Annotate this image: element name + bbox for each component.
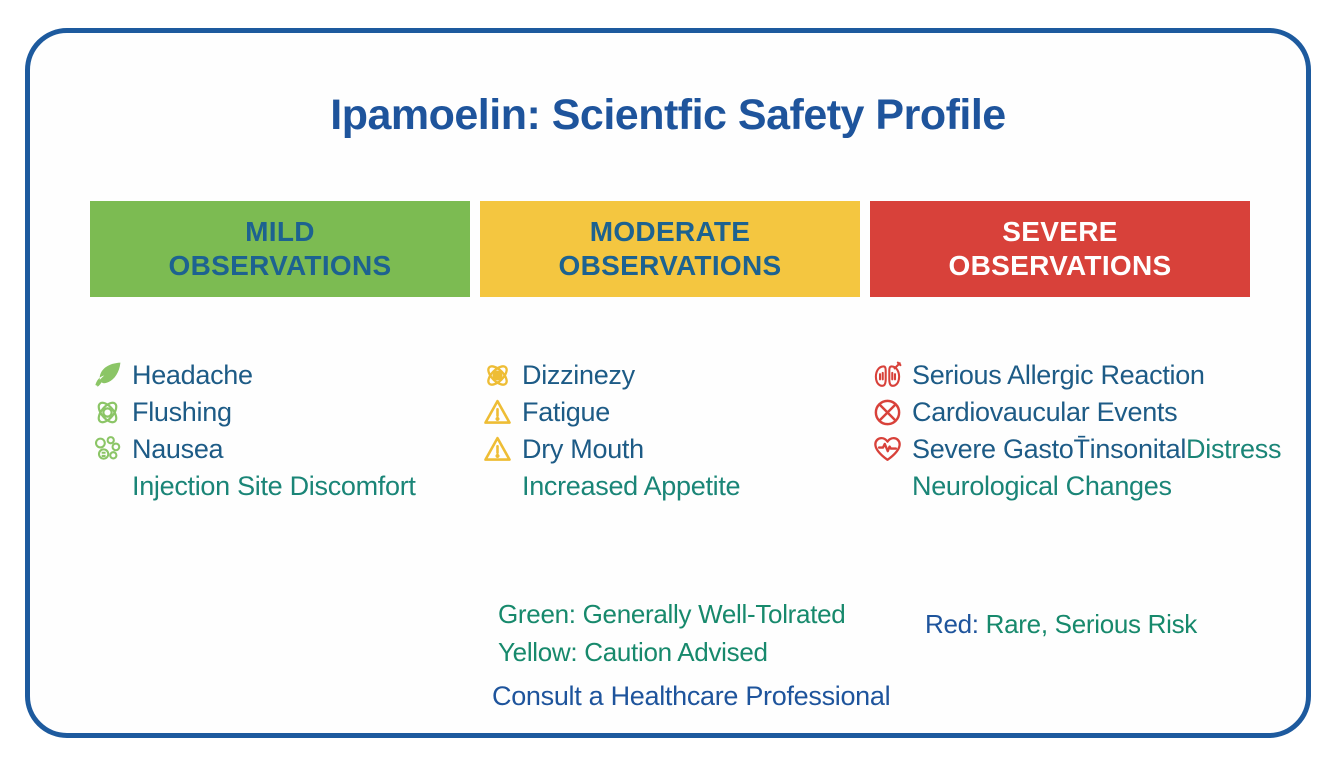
list-item: Headache [92, 357, 512, 394]
list-item: Neurological Changes [872, 468, 1292, 505]
column-severe: SEVERE OBSERVATIONS [870, 201, 1250, 297]
legend-text: Green: Generally Well-Tolrated [498, 599, 846, 629]
observation-label: Neurological Changes [912, 471, 1172, 501]
warning-triangle-icon [482, 434, 522, 465]
legend-text: Rare, Serious Risk [978, 609, 1198, 639]
heart-pulse-icon [872, 434, 912, 465]
warning-triangle-icon [482, 397, 522, 428]
legend-text: Yellow: Caution Advised [498, 637, 768, 667]
column-header-line2: OBSERVATIONS [168, 250, 392, 281]
list-item: Fatigue [482, 394, 902, 431]
list-item: Severe GastoT̄insonital Distress [872, 431, 1292, 468]
list-item: Injection Site Discomfort [92, 468, 512, 505]
list-item: Cardiovaucular Events [872, 394, 1292, 431]
column-header-line2: OBSERVATIONS [948, 250, 1172, 281]
observation-label: Distress [1186, 434, 1282, 464]
crossed-circle-icon [872, 397, 912, 428]
color-legend-right: Red: Rare, Serious Risk [925, 609, 1197, 640]
consult-note: Consult a Healthcare Professional [492, 681, 891, 711]
observation-label: Dry Mouth [522, 434, 644, 464]
column-header-moderate: MODERATE OBSERVATIONS [480, 201, 860, 297]
severe-items-list: Serious Allergic Reaction Cardiovaucular … [872, 357, 1292, 505]
column-header-line1: SEVERE [1002, 215, 1118, 247]
observation-label: Severe GastoT̄insonital [912, 434, 1187, 464]
list-item: Nausea [92, 431, 512, 468]
list-item: Dry Mouth [482, 431, 902, 468]
legend-line: Green: Generally Well-Tolrated [498, 595, 846, 633]
molecule-cluster-icon [92, 434, 132, 465]
atom-outline-icon [92, 397, 132, 428]
observation-label: Nausea [132, 434, 224, 464]
column-header-severe: SEVERE OBSERVATIONS [870, 201, 1250, 297]
observation-label: Increased Appetite [522, 471, 741, 501]
column-header-line1: MODERATE [589, 215, 751, 247]
legend-text: Red: [925, 609, 979, 639]
moderate-items-list: Dizzinezy Fatigue Dry Mouth Increased Appet… [482, 357, 902, 505]
observation-label: Dizzinezy [522, 360, 635, 390]
atom-icon [482, 360, 522, 391]
list-item: Flushing [92, 394, 512, 431]
observation-label: Injection Site Discomfort [132, 471, 416, 501]
color-legend-left: Green: Generally Well-Tolrated Yellow: Ca… [498, 595, 846, 671]
list-item: Dizzinezy [482, 357, 902, 394]
observation-label: Cardiovaucular Events [912, 397, 1178, 427]
list-item: Serious Allergic Reaction [872, 357, 1292, 394]
observation-label: Flushing [132, 397, 232, 427]
observation-label: Fatigue [522, 397, 610, 427]
column-moderate: MODERATE OBSERVATIONS [480, 201, 860, 297]
observation-label: Headache [132, 360, 253, 390]
column-mild: MILD OBSERVATIONS [90, 201, 470, 297]
column-header-mild: MILD OBSERVATIONS [90, 201, 470, 297]
observation-label: Serious Allergic Reaction [912, 360, 1205, 390]
mild-items-list: Headache Flushing Nausea Injection Site Dis… [92, 357, 512, 505]
page-title: Ipamoelin: Scientfic Safety Profile [330, 91, 1006, 139]
safety-profile-card: Ipamoelin: Scientfic Safety Profile MILD… [25, 28, 1311, 738]
leaf-icon [92, 360, 132, 391]
legend-line: Yellow: Caution Advised [498, 633, 845, 671]
allergic-reaction-icon [872, 360, 912, 391]
list-item: Increased Appetite [482, 468, 902, 505]
column-header-line2: OBSERVATIONS [558, 250, 782, 281]
column-header-line1: MILD [245, 215, 315, 247]
